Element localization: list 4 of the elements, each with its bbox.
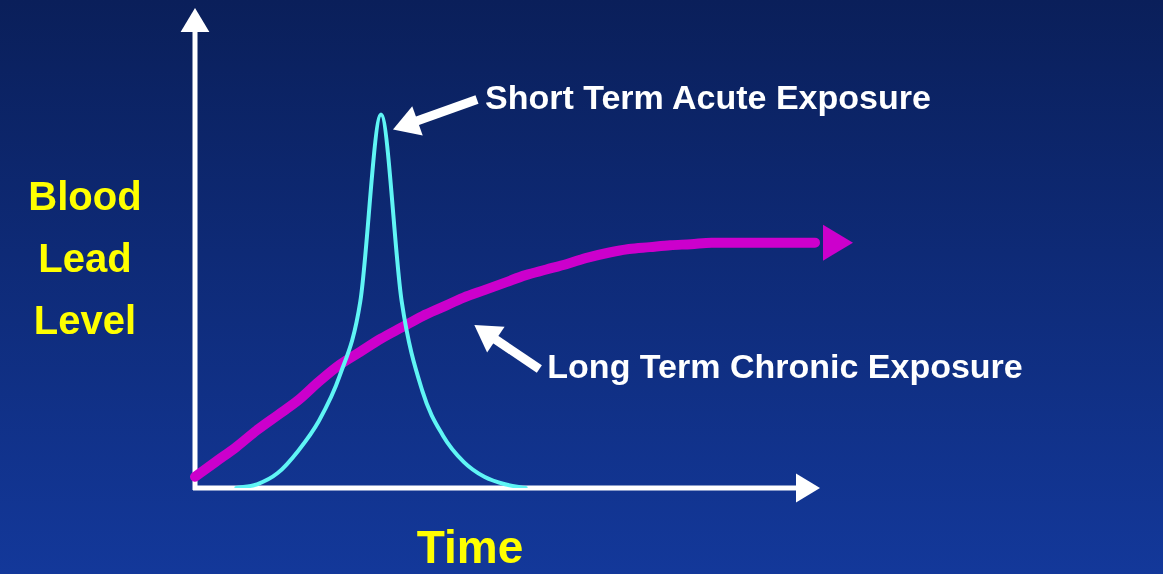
x-axis-title: Time [415,520,525,574]
text: Long Term Chronic Exposure [547,347,1023,386]
text: Short Term Acute Exposure [485,77,931,116]
y-axis-title: Blood Lead Level [27,173,143,344]
